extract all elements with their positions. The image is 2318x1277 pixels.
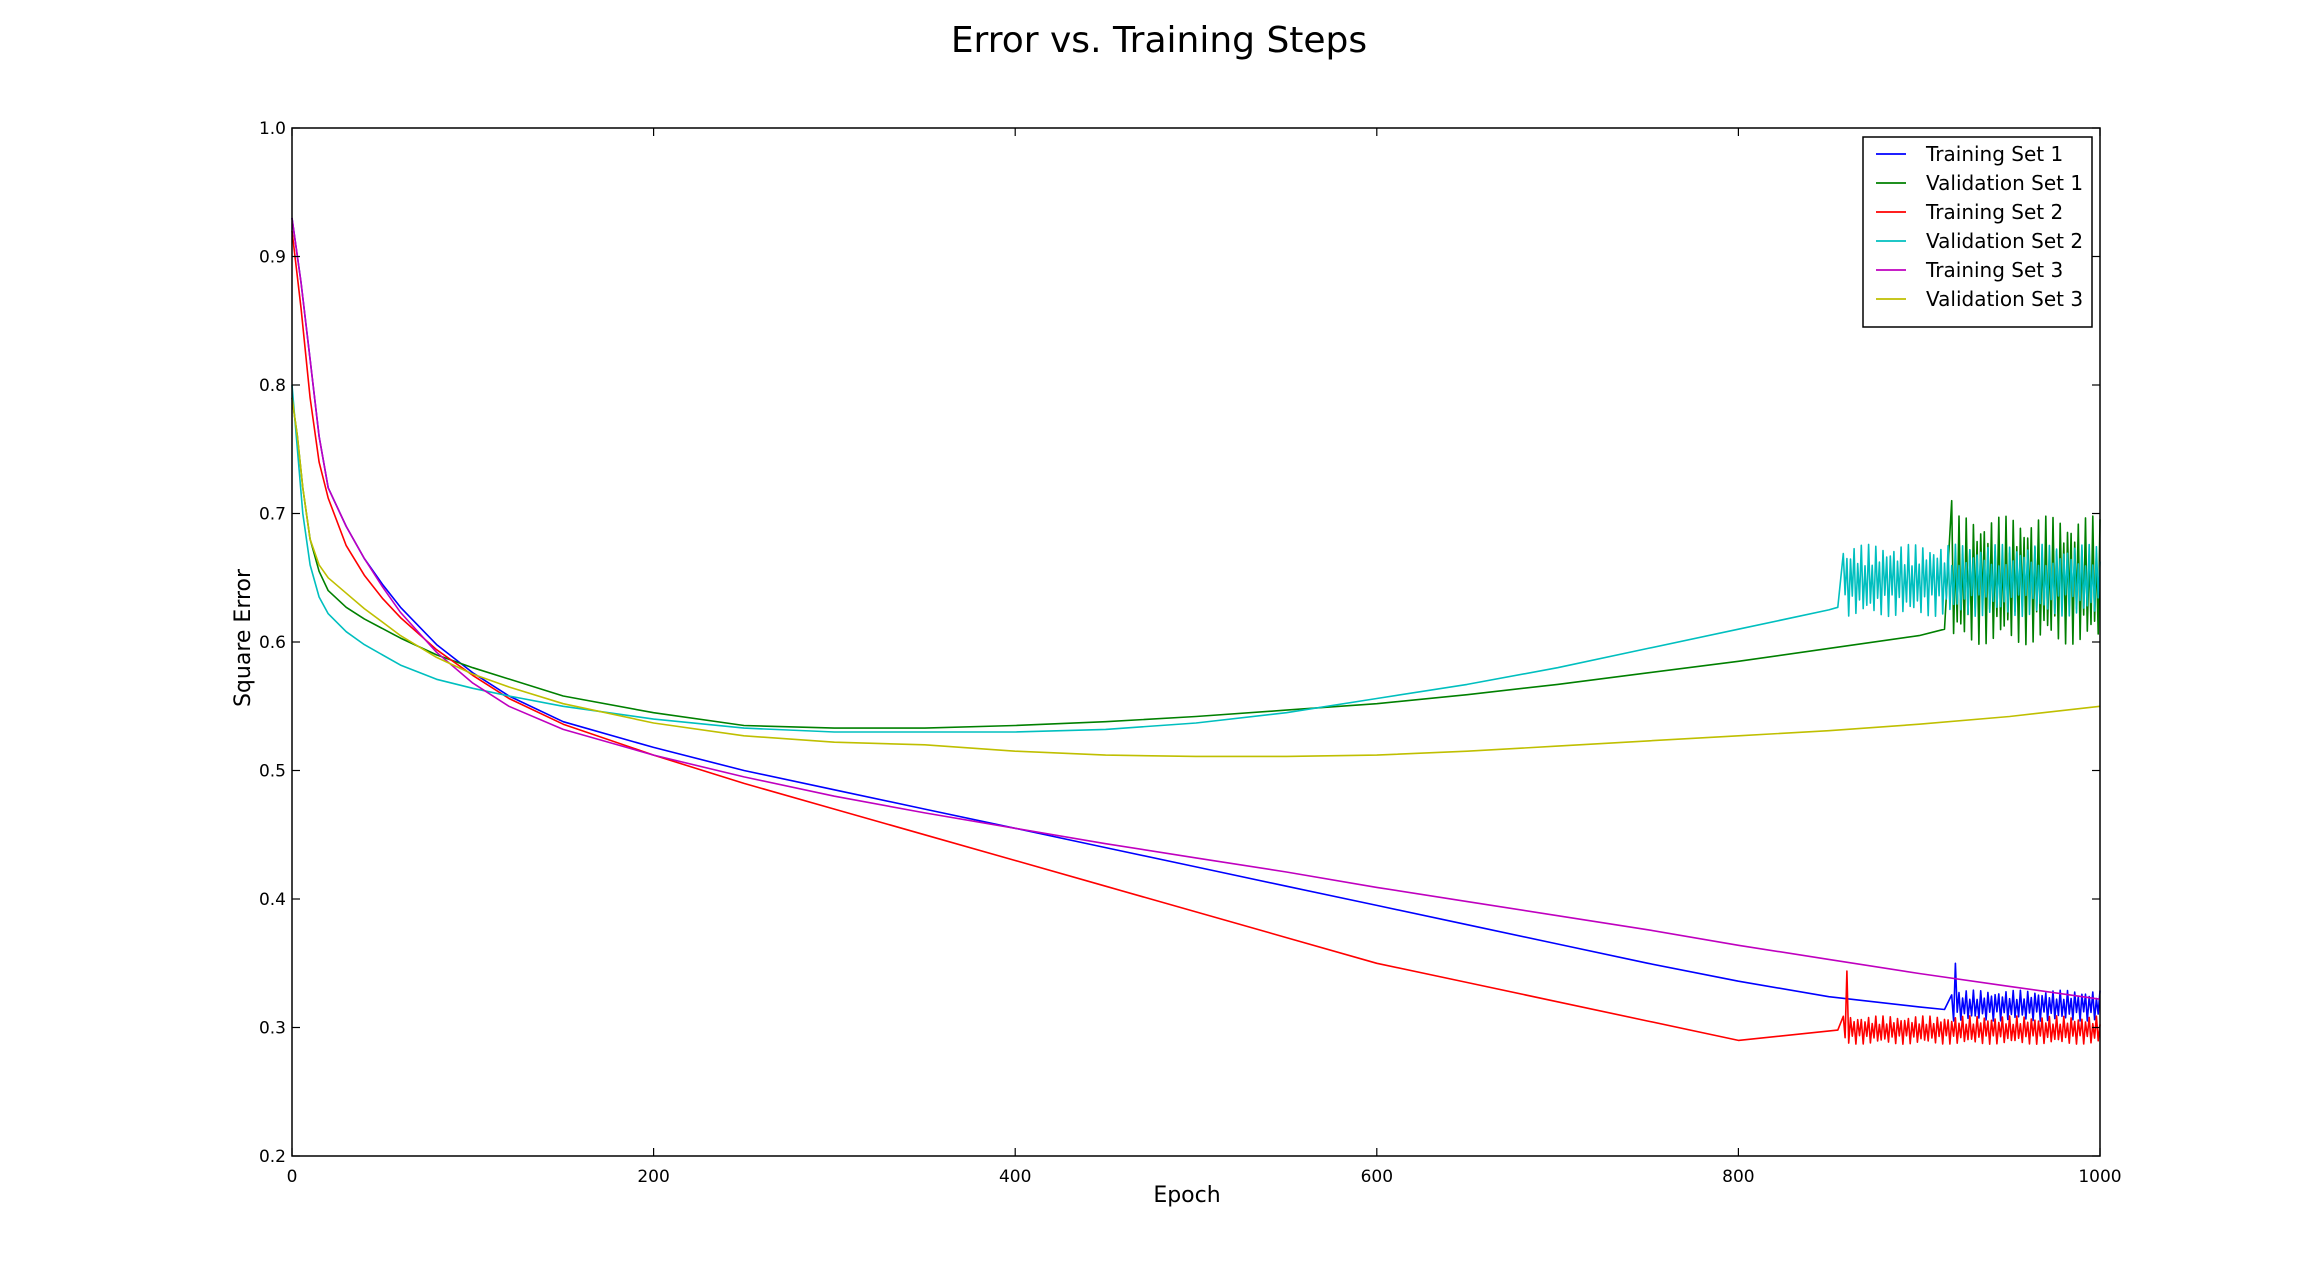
series-line-3 [291,230,2101,1045]
y-tick-label: 1.0 [259,119,286,139]
plot-frame [291,127,2101,1157]
legend: Training Set 1 Validation Set 1 Training S… [1862,136,2093,328]
x-tick-label: 600 [1361,1167,1393,1187]
series-line-5 [291,217,2101,1000]
series-line-4 [291,384,2101,733]
y-tick-label: 0.9 [259,248,286,268]
y-tick-label: 0.5 [259,762,286,782]
x-tick-label: 1000 [2078,1167,2121,1187]
y-tick-label: 0.6 [259,633,286,653]
y-tick-label: 0.4 [259,890,286,910]
legend-label: Training Set 1 [1925,142,2063,166]
series-line-1 [291,217,2101,1022]
y-tick-label: 0.8 [259,376,286,396]
y-tick-label: 0.3 [259,1019,286,1039]
legend-label: Validation Set 2 [1926,229,2083,253]
legend-label: Validation Set 3 [1926,287,2083,311]
y-axis-label: Square Error [231,568,256,707]
x-tick-label: 400 [999,1167,1031,1187]
legend-box [1862,136,2093,328]
legend-label: Validation Set 1 [1926,171,2083,195]
axis-ticks: 0 200 400 600 800 1000 0.2 0.3 0.4 0.5 0.6 0.7 0.8 0.… [259,119,2122,1187]
series-line-6 [291,397,2101,758]
chart-title: Error vs. Training Steps [951,20,1367,61]
y-tick-label: 0.7 [259,505,286,525]
legend-label: Training Set 2 [1925,200,2063,224]
legend-label: Training Set 3 [1925,258,2063,282]
plot-area [291,217,2101,1045]
x-tick-label: 0 [287,1167,298,1187]
x-axis-label: Epoch [1153,1183,1220,1208]
x-tick-label: 800 [1722,1167,1754,1187]
x-tick-label: 200 [637,1167,669,1187]
y-tick-label: 0.2 [259,1147,286,1167]
series-line-2 [291,397,2101,729]
